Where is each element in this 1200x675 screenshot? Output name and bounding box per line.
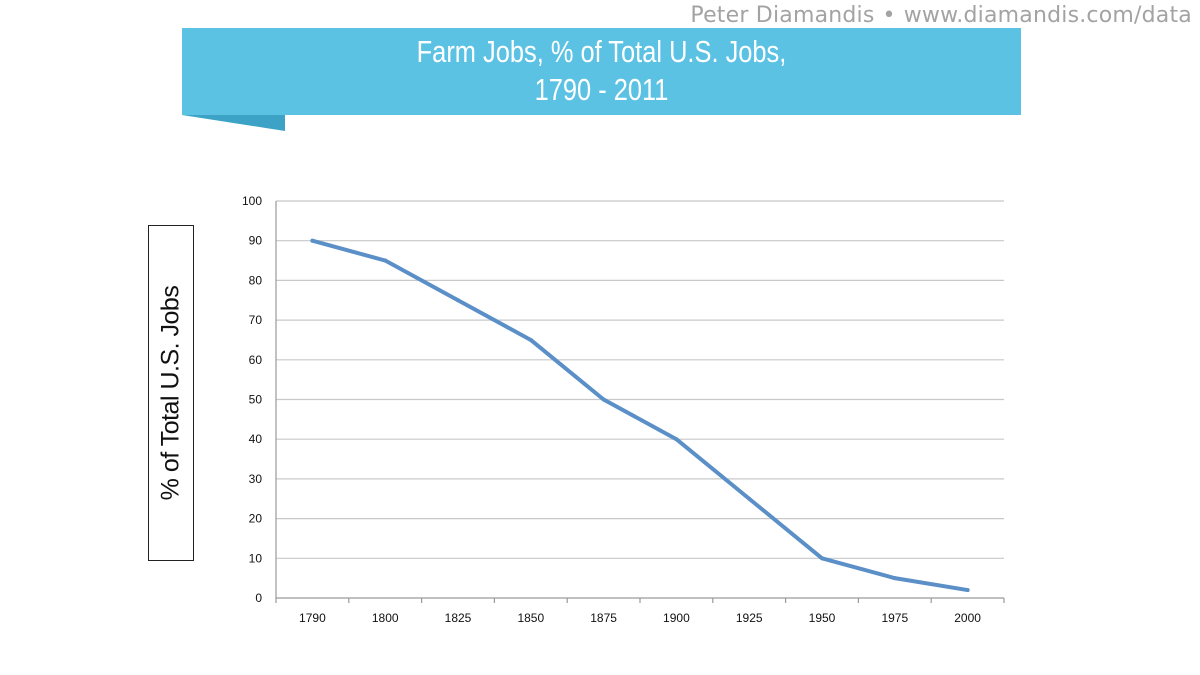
- credit-author: Peter Diamandis: [690, 3, 875, 28]
- y-tick-label: 100: [242, 194, 262, 208]
- y-tick-label: 10: [249, 551, 263, 565]
- x-tick-label: 1825: [445, 611, 472, 625]
- data-point: [456, 298, 460, 303]
- x-tick-label: 1950: [809, 611, 836, 625]
- data-point: [383, 258, 388, 263]
- credit-url: www.diamandis.com/data: [903, 3, 1192, 28]
- chart-title-line-2: 1790 - 2011: [534, 72, 669, 107]
- x-tick-label: 1850: [517, 611, 544, 625]
- y-tick-label: 0: [255, 591, 262, 605]
- data-point: [820, 556, 824, 561]
- y-axis-label-box: [148, 225, 194, 561]
- data-point: [674, 437, 679, 442]
- y-tick-label: 70: [249, 313, 263, 327]
- data-point: [892, 576, 897, 581]
- title-banner: [182, 28, 1021, 115]
- data-point: [965, 588, 970, 593]
- y-tick-label: 40: [249, 432, 263, 446]
- y-tick-label: 30: [249, 472, 263, 486]
- x-tick-label: 2000: [954, 611, 981, 625]
- x-tick-label: 1900: [663, 611, 690, 625]
- data-point: [310, 238, 315, 243]
- chart-title-line-1: Farm Jobs, % of Total U.S. Jobs,: [416, 34, 787, 69]
- x-tick-label: 1875: [590, 611, 617, 625]
- x-tick-label: 1925: [736, 611, 763, 625]
- credit-line: Peter Diamandis • www.diamandis.com/data: [690, 3, 1192, 28]
- series-line: [310, 238, 970, 593]
- credit-separator: •: [882, 3, 896, 28]
- x-tick-label: 1800: [372, 611, 399, 625]
- data-point: [747, 496, 752, 501]
- data-point: [528, 337, 533, 342]
- y-tick-label: 50: [249, 393, 263, 407]
- y-tick-label: 60: [249, 353, 263, 367]
- y-tick-label: 90: [249, 234, 263, 248]
- y-tick-label: 20: [249, 512, 263, 526]
- x-tick-label: 1975: [881, 611, 908, 625]
- y-tick-label: 80: [249, 273, 263, 287]
- data-point: [601, 397, 606, 402]
- chart-title: Farm Jobs, % of Total U.S. Jobs, 1790 - …: [258, 33, 946, 109]
- x-tick-label: 1790: [299, 611, 326, 625]
